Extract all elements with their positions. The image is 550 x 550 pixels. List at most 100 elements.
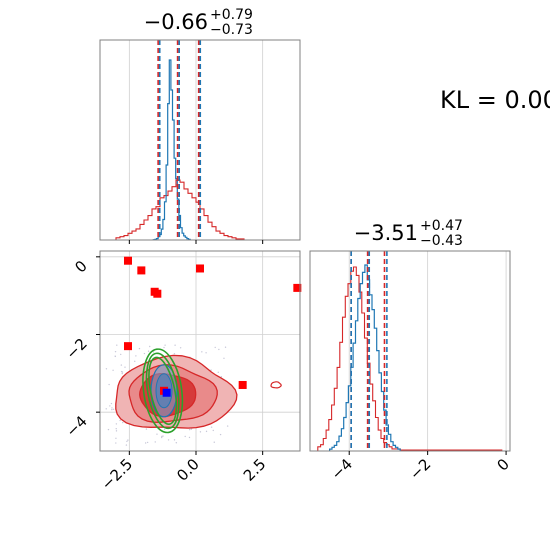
scatter-sample-point [135,355,137,357]
x-tick-label-2d: 2.5 [240,455,270,485]
x-tick-label-2d: −2.5 [98,455,136,493]
contour-ring [142,348,184,434]
scatter-sample-point [167,439,170,441]
x-tick-label-1d-param2: −4 [328,455,356,483]
scatter-sample-point [114,355,116,357]
scatter-sample-point [111,407,113,409]
scatter-sample-point [162,435,164,437]
reference-marker [153,289,162,298]
y-tick-label-2d: −2 [62,335,90,363]
scatter-sample-point [143,352,146,355]
contour-ring [145,352,180,430]
hist-posterior-param2 [329,264,401,451]
panel-title-param2-value: −3.51 [354,221,418,245]
scatter-sample-point [210,369,212,371]
scatter-sample-point [147,350,150,352]
scatter-sample-point [214,346,216,349]
scatter-sample-point [188,436,191,439]
reference-marker [293,283,302,292]
panel-1d-param2-frame [309,250,511,452]
scatter-sample-point [205,430,208,433]
scatter-sample-point [125,444,128,446]
panel-2d-frame [99,250,301,452]
scatter-sample-point [120,364,123,366]
scatter-sample-point [163,428,166,431]
panel-title-param1-upper-error: +0.79 [210,7,253,23]
scatter-sample-point [124,366,126,368]
y-tick-label-2d: −4 [62,412,90,440]
reference-marker [196,264,204,273]
scatter-sample-point [217,371,219,373]
contour-ring [148,356,178,425]
scatter-sample-point [173,439,176,441]
panel-title-param2-upper-error: +0.47 [420,218,463,234]
scatter-sample-point [122,421,124,424]
scatter-sample-point [156,433,158,435]
scatter-sample-point [164,344,166,346]
panel-title-param1-lower-error: −0.73 [210,22,253,38]
scatter-sample-point [163,346,165,349]
scatter-sample-point [174,344,176,346]
scatter-sample-point [152,351,155,353]
scatter-sample-point [119,419,121,422]
scatter-sample-point [220,376,223,378]
scatter-sample-point [205,352,207,354]
scatter-sample-point [146,441,149,444]
scatter-sample-point [121,371,124,373]
scatter-sample-point [160,436,163,439]
scatter-sample-point [105,408,107,410]
panel-1d-param1-frame [99,39,301,241]
scatter-sample-point [105,368,108,370]
scatter-sample-point [120,353,122,356]
scatter-sample-point [210,426,213,428]
scatter-sample-point [115,430,118,432]
scatter-sample-point [219,433,222,436]
reference-marker [137,266,146,275]
scatter-sample-point [115,437,117,439]
scatter-sample-point [154,441,156,443]
x-tick-label-1d-param2: −2 [406,455,434,483]
hist-reference-param2 [317,266,503,451]
x-tick-label-1d-param2: 0 [493,455,512,474]
x-tick-label-2d: 0.0 [173,455,203,485]
scatter-sample-point [112,408,115,410]
reference-marker [238,380,247,389]
scatter-sample-point [127,439,129,441]
scatter-sample-point [213,441,215,443]
scatter-sample-point [188,428,191,431]
panel-title-param1-value: −0.66 [144,10,208,34]
y-tick-label-2d: 0 [71,257,90,276]
scatter-sample-point [115,423,118,425]
scatter-sample-point [107,428,110,431]
scatter-sample-point [175,442,178,444]
scatter-sample-point [144,442,147,444]
scatter-sample-point [115,428,117,430]
scatter-sample-point [173,352,176,355]
scatter-sample-point [111,408,113,411]
scatter-sample-point [134,360,136,363]
scatter-sample-point [218,348,220,351]
scatter-sample-point [116,344,118,346]
panel-title-param1: −0.66 +0.79−0.73 [144,7,253,38]
panel-title-param2: −3.51 +0.47−0.43 [354,218,463,249]
scatter-sample-point [161,435,163,438]
scatter-sample-point [199,431,202,433]
scatter-sample-point [190,428,193,430]
scatter-sample-point [149,345,151,348]
scatter-sample-point [226,425,229,427]
scatter-sample-point [126,440,128,443]
scatter-sample-point [114,350,117,353]
scatter-sample-point [224,346,227,348]
reference-marker [124,256,132,265]
scatter-sample-point [110,402,113,405]
scatter-sample-point [145,428,148,430]
scatter-sample-point [184,435,186,438]
kl-annotation: KL = 0.00 [440,86,550,114]
scatter-sample-point [109,405,111,407]
scatter-sample-point [108,383,110,386]
scatter-sample-point [201,351,203,353]
scatter-sample-point [179,347,182,349]
truth-marker [162,388,171,397]
